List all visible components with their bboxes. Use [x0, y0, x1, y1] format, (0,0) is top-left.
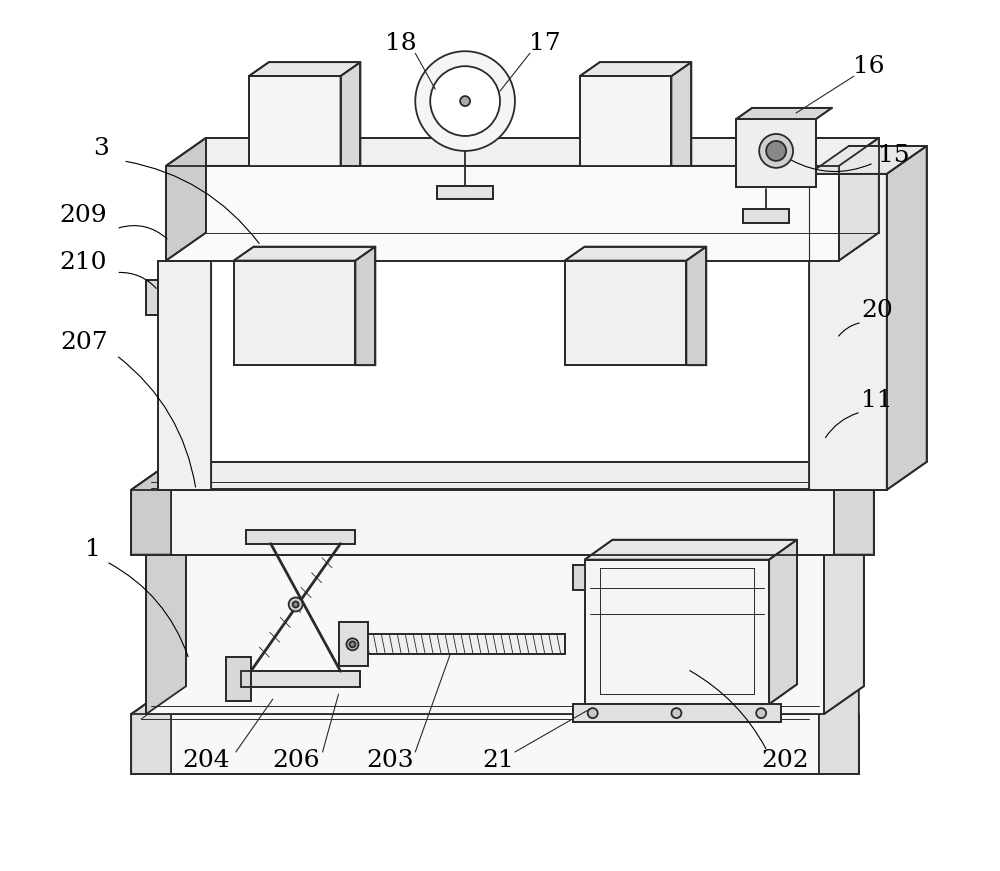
Polygon shape — [769, 540, 797, 704]
Text: 203: 203 — [367, 749, 414, 773]
Text: 206: 206 — [272, 749, 319, 773]
Circle shape — [430, 66, 500, 136]
Text: 210: 210 — [60, 251, 107, 274]
Text: 207: 207 — [61, 331, 108, 354]
Text: 15: 15 — [878, 145, 910, 167]
Polygon shape — [234, 246, 375, 260]
Polygon shape — [131, 686, 171, 774]
Polygon shape — [226, 658, 251, 701]
Text: 17: 17 — [529, 31, 561, 55]
Polygon shape — [146, 550, 824, 714]
Polygon shape — [580, 62, 691, 76]
Polygon shape — [339, 623, 368, 666]
Polygon shape — [743, 209, 789, 223]
Polygon shape — [146, 280, 158, 315]
Polygon shape — [131, 686, 859, 714]
Polygon shape — [824, 522, 864, 714]
Polygon shape — [686, 246, 706, 365]
Circle shape — [289, 598, 303, 611]
Text: 16: 16 — [853, 55, 885, 78]
Polygon shape — [573, 704, 781, 722]
Polygon shape — [341, 62, 360, 165]
Circle shape — [346, 638, 358, 651]
Polygon shape — [241, 672, 360, 687]
Circle shape — [349, 641, 355, 647]
Text: 11: 11 — [861, 388, 893, 412]
Text: 18: 18 — [385, 31, 416, 55]
Polygon shape — [809, 174, 887, 490]
Polygon shape — [131, 462, 171, 555]
Polygon shape — [585, 559, 769, 704]
Circle shape — [766, 141, 786, 161]
Polygon shape — [249, 62, 360, 76]
Text: 1: 1 — [85, 538, 101, 561]
Polygon shape — [166, 138, 879, 165]
Polygon shape — [565, 260, 686, 365]
Text: 3: 3 — [93, 138, 109, 160]
Polygon shape — [573, 564, 585, 590]
Polygon shape — [736, 108, 832, 119]
Polygon shape — [887, 146, 927, 490]
Polygon shape — [158, 260, 211, 490]
Polygon shape — [166, 138, 206, 260]
Polygon shape — [131, 714, 819, 774]
Polygon shape — [580, 76, 671, 165]
Polygon shape — [437, 186, 493, 199]
Circle shape — [293, 602, 299, 607]
Polygon shape — [151, 679, 859, 706]
Polygon shape — [809, 146, 927, 174]
Polygon shape — [360, 634, 565, 654]
Polygon shape — [166, 165, 839, 260]
Polygon shape — [246, 530, 355, 544]
Text: 204: 204 — [182, 749, 230, 773]
Text: 20: 20 — [861, 299, 893, 322]
Text: 21: 21 — [482, 749, 514, 773]
Polygon shape — [834, 462, 874, 555]
Polygon shape — [146, 522, 186, 714]
Polygon shape — [839, 138, 879, 260]
Polygon shape — [671, 62, 691, 165]
Polygon shape — [736, 119, 816, 186]
Circle shape — [460, 96, 470, 106]
Text: 209: 209 — [60, 204, 107, 227]
Polygon shape — [565, 246, 706, 260]
Polygon shape — [249, 76, 341, 165]
Circle shape — [756, 708, 766, 718]
Polygon shape — [819, 686, 859, 774]
Text: 202: 202 — [761, 749, 809, 773]
Polygon shape — [234, 260, 355, 365]
Polygon shape — [355, 246, 375, 365]
Polygon shape — [131, 462, 874, 490]
Polygon shape — [131, 490, 834, 555]
Circle shape — [588, 708, 598, 718]
Circle shape — [671, 708, 681, 718]
Polygon shape — [585, 540, 797, 559]
Circle shape — [415, 51, 515, 151]
Circle shape — [759, 134, 793, 168]
